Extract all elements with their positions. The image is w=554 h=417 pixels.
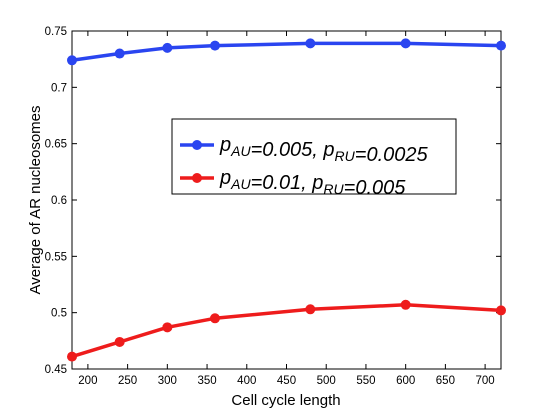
legend-subscript: AU [230,143,251,159]
legend-text-part: =0.01, p [251,172,324,194]
data-point-series-2 [162,322,173,333]
y-tick-label: 0.5 [51,308,67,320]
legend-label-2: pAU=0.01, pRU=0.005 [219,167,406,199]
data-point-series-1 [162,42,173,53]
data-point-series-1 [67,55,77,66]
data-point-series-1 [400,38,411,49]
y-tick-label: 0.75 [45,26,67,38]
legend-text-part: p [219,167,231,189]
legend-marker-1 [192,140,202,150]
x-tick-label: 550 [356,375,375,387]
legend-text-part: =0.0025 [355,144,429,166]
data-point-series-2 [114,336,125,347]
y-tick-label: 0.65 [45,139,67,151]
y-tick-label: 0.6 [51,195,67,207]
x-axis-label: Cell cycle length [231,392,340,409]
data-point-series-1 [305,38,316,49]
plot-area [71,30,502,370]
axis-ticks: 200 250 300 350 400 450 500 550 600 650 700 0.45 0.5… [45,26,501,387]
legend-subscript: RU [323,181,344,197]
data-point-series-2 [67,351,77,362]
series-layer [67,38,506,362]
x-tick-label: 350 [197,375,216,387]
legend-marker-2 [192,173,202,183]
data-point-series-1 [114,48,125,59]
data-point-series-2 [305,304,316,315]
y-tick-label: 0.45 [45,364,67,376]
x-tick-label: 600 [396,375,415,387]
legend-text-part: p [219,134,231,156]
legend-text-part: =0.005, p [251,139,335,161]
y-tick-label: 0.55 [45,251,67,263]
x-tick-label: 200 [78,375,97,387]
data-point-series-1 [496,40,506,51]
legend-label-1: pAU=0.005, pRU=0.0025 [219,134,429,166]
y-tick-label: 0.7 [51,82,67,94]
x-tick-label: 500 [317,375,336,387]
y-axis-label: Average of AR nucleosomes [27,105,44,294]
x-tick-label: 650 [436,375,455,387]
legend-subscript: AU [230,176,251,192]
legend-text-part: =0.005 [344,177,407,199]
legend-box [171,118,457,195]
x-tick-label: 450 [277,375,296,387]
data-point-series-1 [210,40,220,51]
x-tick-label: 300 [158,375,177,387]
data-point-series-2 [210,313,220,324]
data-point-series-2 [400,299,411,310]
x-tick-label: 400 [237,375,256,387]
x-tick-label: 250 [118,375,137,387]
x-tick-label: 700 [476,375,495,387]
data-point-series-2 [496,305,506,316]
legend-subscript: RU [335,148,356,164]
